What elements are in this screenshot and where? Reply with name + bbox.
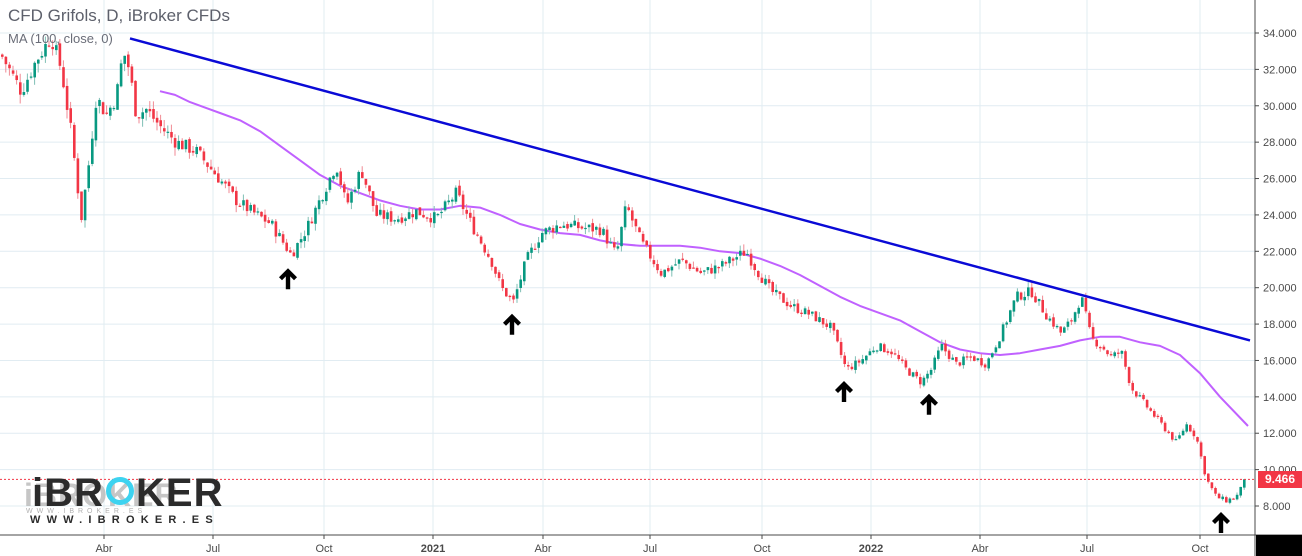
up-arrow-icon — [279, 268, 297, 290]
x-tick-label: Jul — [643, 543, 657, 555]
logo-url: WWW.IBROKER.ES — [30, 514, 219, 526]
moving-average-line — [159, 90, 1249, 427]
y-tick-label: 22.000 — [1263, 246, 1297, 258]
chart-title: CFD Grifols, D, iBroker CFDs — [8, 6, 230, 25]
up-arrow-icon — [920, 393, 938, 415]
candlestick-series — [1, 36, 1246, 505]
ibroker-logo: iBROKER iBROKER WWW.IBROKER.ES WWW.IBROK… — [0, 473, 250, 529]
y-axis-labels[interactable]: 34.000 32.000 30.000 28.000 26.000 24.000 22.0… — [1255, 28, 1297, 513]
y-tick-label: 16.000 — [1263, 355, 1297, 367]
grid-lines — [0, 0, 1255, 535]
logo-brand-text: iBROKER — [32, 473, 223, 513]
logo-brand-pre: iBR — [32, 471, 104, 515]
x-tick-label: Oct — [1191, 543, 1208, 555]
up-arrow-icon — [835, 381, 853, 403]
x-tick-label: Jul — [1080, 543, 1094, 555]
x-axis-labels[interactable]: Abr Jul Oct 2021 Abr Jul Oct 2022 Abr Jul Oct — [95, 535, 1209, 555]
indicator-label[interactable]: MA (100, close, 0) — [8, 31, 113, 46]
y-tick-label: 12.000 — [1263, 428, 1297, 440]
axis-corner-block — [1256, 535, 1302, 556]
y-tick-label: 26.000 — [1263, 174, 1297, 186]
x-tick-label: Abr — [534, 543, 551, 555]
x-tick-label: Oct — [315, 543, 332, 555]
up-arrow-icon — [1212, 512, 1230, 533]
trendline[interactable] — [129, 37, 1251, 342]
x-tick-label: 2022 — [859, 543, 883, 555]
y-tick-label: 14.000 — [1263, 392, 1297, 404]
y-tick-label: 28.000 — [1263, 137, 1297, 149]
logo-brand-post: KER — [136, 471, 224, 515]
last-price-badge: 9.466 — [1258, 471, 1302, 488]
y-tick-label: 32.000 — [1263, 64, 1297, 76]
x-tick-label: Abr — [971, 543, 988, 555]
x-tick-label: Abr — [95, 543, 112, 555]
y-tick-label: 20.000 — [1263, 283, 1297, 295]
y-tick-label: 8.000 — [1263, 501, 1291, 513]
annotation-arrows — [279, 268, 1230, 533]
up-arrow-icon — [503, 313, 521, 335]
y-tick-label: 30.000 — [1263, 101, 1297, 113]
x-tick-label: 2021 — [421, 543, 445, 555]
y-tick-label: 18.000 — [1263, 319, 1297, 331]
x-tick-label: Oct — [753, 543, 770, 555]
x-tick-label: Jul — [206, 543, 220, 555]
y-tick-label: 34.000 — [1263, 28, 1297, 40]
logo-url-shadow: WWW.IBROKER.ES — [26, 508, 147, 515]
y-tick-label: 24.000 — [1263, 210, 1297, 222]
logo-ring-icon: O — [104, 473, 136, 513]
